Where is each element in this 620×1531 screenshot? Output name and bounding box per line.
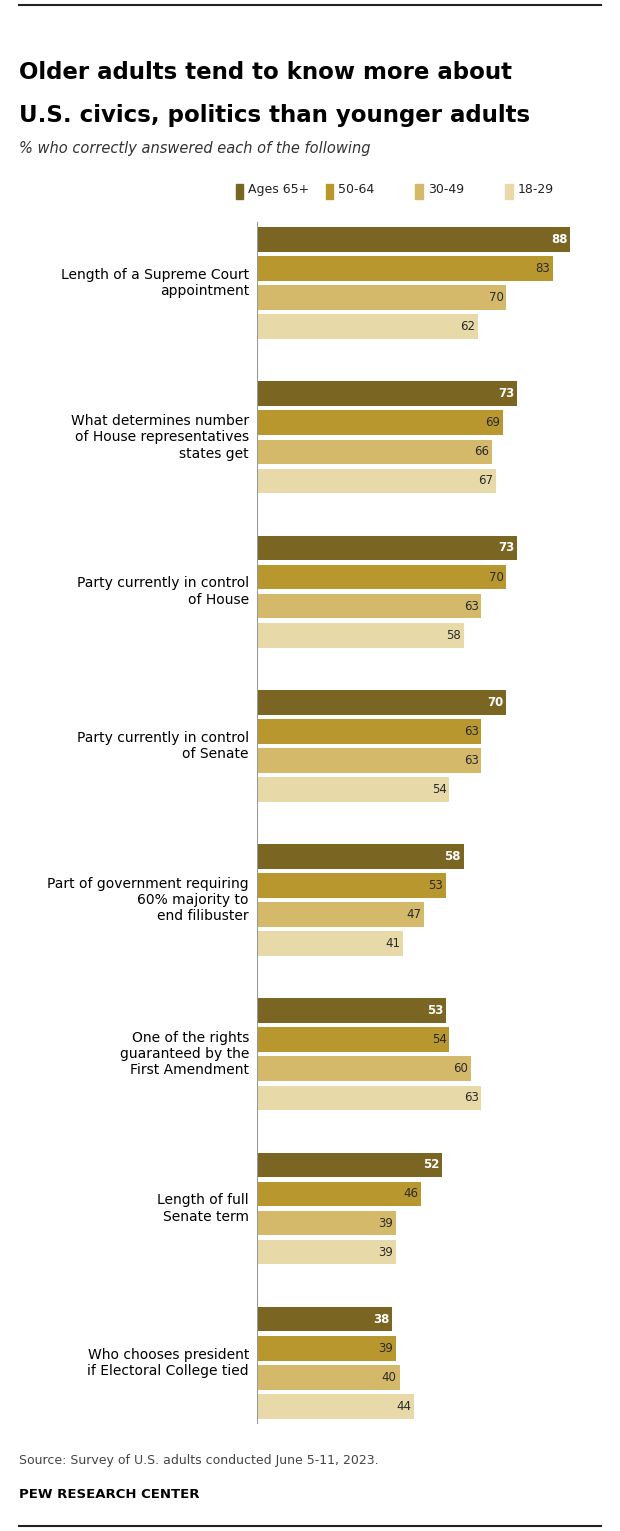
Bar <box>257 1211 396 1236</box>
Text: 73: 73 <box>498 542 514 554</box>
Bar <box>257 256 552 280</box>
Text: 41: 41 <box>385 937 401 951</box>
Bar <box>257 285 507 309</box>
Text: 54: 54 <box>432 782 446 796</box>
Text: 73: 73 <box>498 387 514 400</box>
Text: 62: 62 <box>460 320 475 334</box>
Text: 18-29: 18-29 <box>518 184 554 196</box>
Text: % who correctly answered each of the following: % who correctly answered each of the fol… <box>19 141 370 156</box>
Text: 66: 66 <box>474 446 489 458</box>
Bar <box>257 1395 414 1419</box>
Bar <box>257 1366 399 1390</box>
Text: 46: 46 <box>403 1188 418 1200</box>
Bar <box>257 1056 471 1081</box>
Text: 63: 63 <box>464 1092 479 1104</box>
Bar <box>257 623 464 648</box>
Text: 39: 39 <box>378 1246 393 1258</box>
Bar <box>257 873 446 897</box>
Text: 39: 39 <box>378 1341 393 1355</box>
Text: Source: Survey of U.S. adults conducted June 5-11, 2023.: Source: Survey of U.S. adults conducted … <box>19 1454 378 1467</box>
Bar <box>257 314 478 338</box>
Text: 60: 60 <box>453 1063 468 1075</box>
Bar <box>257 381 517 406</box>
Bar <box>257 227 570 251</box>
Text: 88: 88 <box>551 233 567 246</box>
Bar <box>257 1182 421 1206</box>
Bar <box>257 536 517 560</box>
Text: U.S. civics, politics than younger adults: U.S. civics, politics than younger adult… <box>19 104 529 127</box>
Bar <box>257 690 507 715</box>
Text: PEW RESEARCH CENTER: PEW RESEARCH CENTER <box>19 1488 199 1500</box>
Text: 70: 70 <box>489 291 503 305</box>
Bar <box>257 565 507 589</box>
Bar <box>257 844 464 868</box>
Text: 54: 54 <box>432 1033 446 1046</box>
Bar <box>257 468 495 493</box>
Bar <box>257 1153 442 1177</box>
Text: Ages 65+: Ages 65+ <box>248 184 309 196</box>
Text: 52: 52 <box>423 1159 440 1171</box>
Text: 44: 44 <box>396 1399 411 1413</box>
Text: 83: 83 <box>535 262 550 276</box>
Text: 53: 53 <box>428 879 443 893</box>
Bar <box>257 1240 396 1265</box>
Text: 30-49: 30-49 <box>428 184 464 196</box>
Bar <box>257 749 481 773</box>
Bar <box>257 998 446 1023</box>
Bar <box>257 1337 396 1361</box>
Bar <box>257 1027 450 1052</box>
Text: 58: 58 <box>445 850 461 863</box>
Bar <box>257 902 425 926</box>
Text: 63: 63 <box>464 600 479 612</box>
Text: 69: 69 <box>485 416 500 429</box>
Text: 70: 70 <box>487 695 503 709</box>
Bar <box>257 1085 481 1110</box>
Text: 63: 63 <box>464 724 479 738</box>
Text: 63: 63 <box>464 753 479 767</box>
Text: 39: 39 <box>378 1217 393 1229</box>
Text: 38: 38 <box>373 1312 389 1326</box>
Text: 70: 70 <box>489 571 503 583</box>
Bar <box>257 594 481 619</box>
Bar <box>257 1307 392 1332</box>
Bar <box>257 720 481 744</box>
Text: 53: 53 <box>427 1004 443 1017</box>
Bar <box>257 410 503 435</box>
Text: 58: 58 <box>446 629 461 641</box>
Text: 47: 47 <box>407 908 422 922</box>
Text: 67: 67 <box>478 475 493 487</box>
Bar <box>257 439 492 464</box>
Text: 50-64: 50-64 <box>338 184 374 196</box>
Text: 40: 40 <box>382 1370 397 1384</box>
Text: Older adults tend to know more about: Older adults tend to know more about <box>19 61 512 84</box>
Bar <box>257 931 403 955</box>
Bar <box>257 778 450 802</box>
